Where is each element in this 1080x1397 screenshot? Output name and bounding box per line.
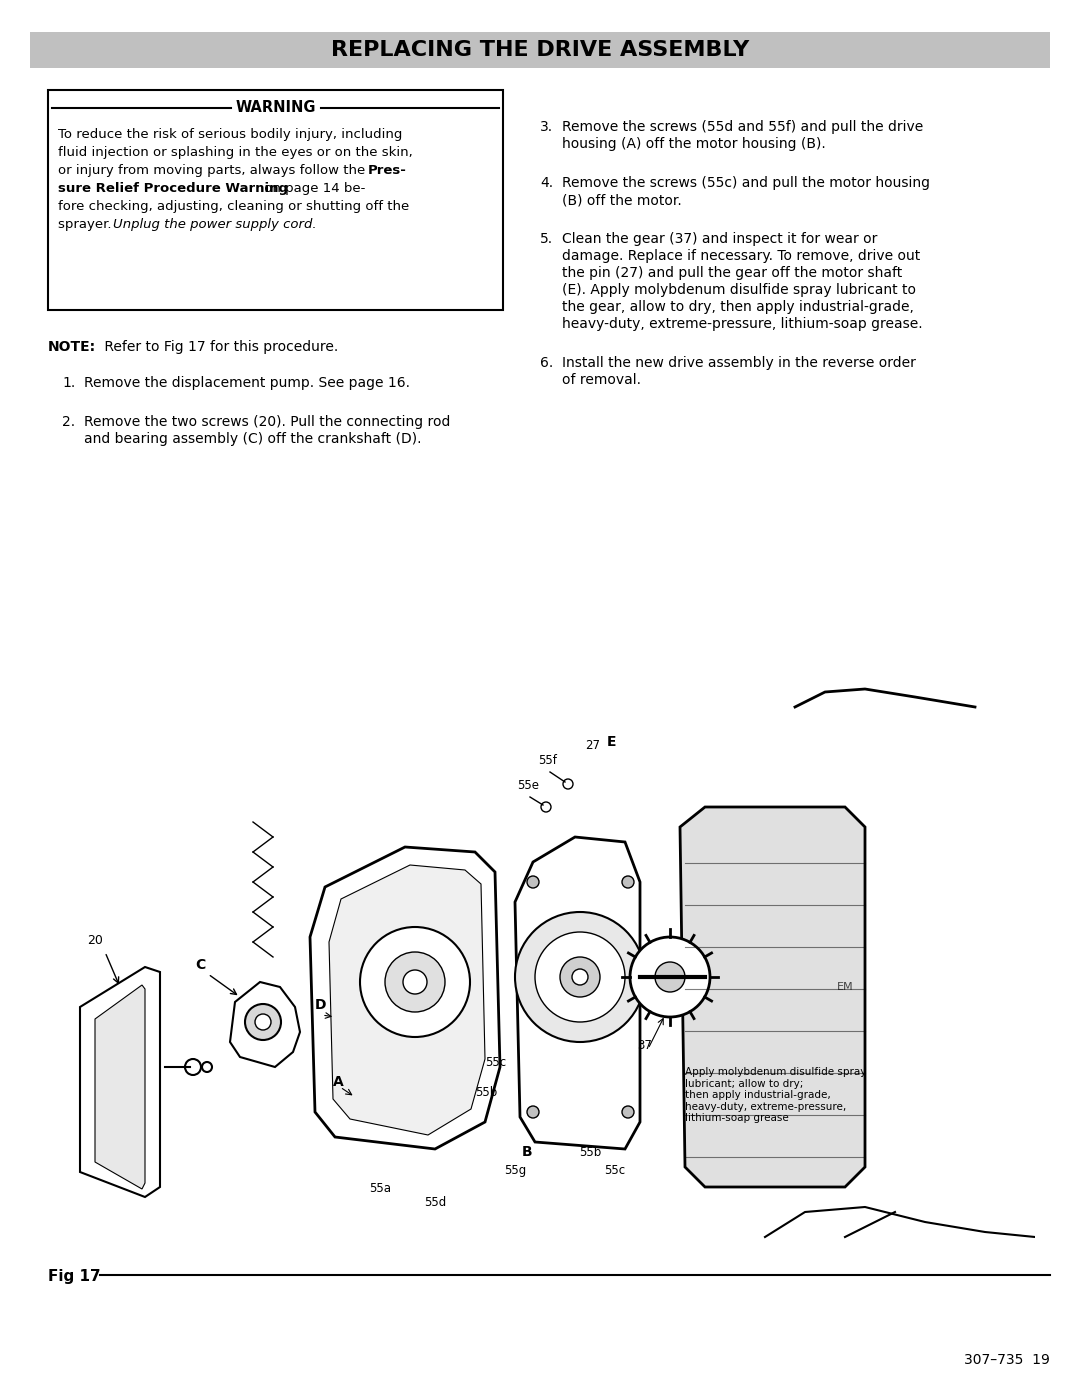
Text: Remove the two screws (20). Pull the connecting rod: Remove the two screws (20). Pull the con… [84,415,450,429]
Circle shape [622,876,634,888]
Text: heavy-duty, extreme-pressure, lithium-soap grease.: heavy-duty, extreme-pressure, lithium-so… [562,317,922,331]
Text: Fig 17: Fig 17 [48,1268,100,1284]
Text: 27: 27 [585,739,600,752]
Text: 55c: 55c [485,1056,507,1069]
Text: 37: 37 [637,1039,652,1052]
Circle shape [630,937,710,1017]
Text: sprayer.: sprayer. [58,218,116,231]
Text: housing (A) off the motor housing (B).: housing (A) off the motor housing (B). [562,137,826,151]
Circle shape [572,970,588,985]
Text: Install the new drive assembly in the reverse order: Install the new drive assembly in the re… [562,356,916,370]
Text: of removal.: of removal. [562,373,642,387]
Circle shape [541,802,551,812]
Text: fluid injection or splashing in the eyes or on the skin,: fluid injection or splashing in the eyes… [58,147,413,159]
Circle shape [384,951,445,1011]
Text: EM: EM [837,982,853,992]
Text: Remove the displacement pump. See page 16.: Remove the displacement pump. See page 1… [84,376,410,390]
Circle shape [563,780,573,789]
Text: B: B [522,1146,532,1160]
Circle shape [245,1004,281,1039]
Circle shape [654,963,685,992]
Circle shape [185,1059,201,1076]
Text: E: E [607,735,617,749]
Text: 20: 20 [87,935,103,947]
Circle shape [255,1014,271,1030]
Text: the gear, allow to dry, then apply industrial-grade,: the gear, allow to dry, then apply indus… [562,300,914,314]
Polygon shape [230,982,300,1067]
Text: sure Relief Procedure Warning: sure Relief Procedure Warning [58,182,288,196]
Text: Remove the screws (55c) and pull the motor housing: Remove the screws (55c) and pull the mot… [562,176,930,190]
Text: 55d: 55d [423,1196,446,1208]
Circle shape [622,1106,634,1118]
Text: (E). Apply molybdenum disulfide spray lubricant to: (E). Apply molybdenum disulfide spray lu… [562,284,916,298]
Polygon shape [95,985,145,1189]
Text: D: D [314,997,326,1011]
Circle shape [403,970,427,995]
Polygon shape [515,837,640,1148]
Text: 1.: 1. [62,376,76,390]
Text: the pin (27) and pull the gear off the motor shaft: the pin (27) and pull the gear off the m… [562,265,902,279]
Text: Pres-: Pres- [368,163,407,177]
Text: Refer to Fig 17 for this procedure.: Refer to Fig 17 for this procedure. [100,339,338,353]
Text: and bearing assembly (C) off the crankshaft (D).: and bearing assembly (C) off the cranksh… [84,432,421,446]
Text: Unplug the power supply cord.: Unplug the power supply cord. [113,218,316,231]
Text: on page 14 be-: on page 14 be- [260,182,365,196]
Text: fore checking, adjusting, cleaning or shutting off the: fore checking, adjusting, cleaning or sh… [58,200,409,212]
Circle shape [535,932,625,1023]
Text: 55f: 55f [539,754,557,767]
FancyBboxPatch shape [30,32,1050,68]
Circle shape [515,912,645,1042]
Text: 55a: 55a [369,1182,391,1194]
Text: 4.: 4. [540,176,553,190]
Text: 55e: 55e [517,780,539,792]
Text: Apply molybdenum disulfide spray
lubricant; allow to dry;
then apply industrial-: Apply molybdenum disulfide spray lubrica… [685,1067,866,1123]
Polygon shape [80,967,160,1197]
Circle shape [561,957,600,997]
FancyBboxPatch shape [48,89,503,310]
Polygon shape [329,865,485,1134]
Text: NOTE:: NOTE: [48,339,96,353]
Text: Remove the screws (55d and 55f) and pull the drive: Remove the screws (55d and 55f) and pull… [562,120,923,134]
Text: 55b: 55b [475,1085,497,1099]
Text: WARNING: WARNING [235,101,315,116]
Text: 55b: 55b [579,1146,602,1160]
Text: 3.: 3. [540,120,553,134]
Text: 55g: 55g [504,1164,526,1178]
Text: Clean the gear (37) and inspect it for wear or: Clean the gear (37) and inspect it for w… [562,232,877,246]
Text: 6.: 6. [540,356,553,370]
Text: C: C [194,958,205,972]
Circle shape [527,1106,539,1118]
Circle shape [360,928,470,1037]
Polygon shape [680,807,865,1187]
Text: REPLACING THE DRIVE ASSEMBLY: REPLACING THE DRIVE ASSEMBLY [330,41,750,60]
Text: A: A [333,1076,343,1090]
Text: 5.: 5. [540,232,553,246]
Text: To reduce the risk of serious bodily injury, including: To reduce the risk of serious bodily inj… [58,129,403,141]
Circle shape [527,876,539,888]
Text: or injury from moving parts, always follow the: or injury from moving parts, always foll… [58,163,369,177]
Text: (B) off the motor.: (B) off the motor. [562,193,681,207]
Text: 2.: 2. [62,415,76,429]
Text: 55c: 55c [605,1164,625,1178]
Circle shape [202,1062,212,1071]
Polygon shape [310,847,500,1148]
Text: 307–735  19: 307–735 19 [964,1354,1050,1368]
Text: damage. Replace if necessary. To remove, drive out: damage. Replace if necessary. To remove,… [562,249,920,263]
